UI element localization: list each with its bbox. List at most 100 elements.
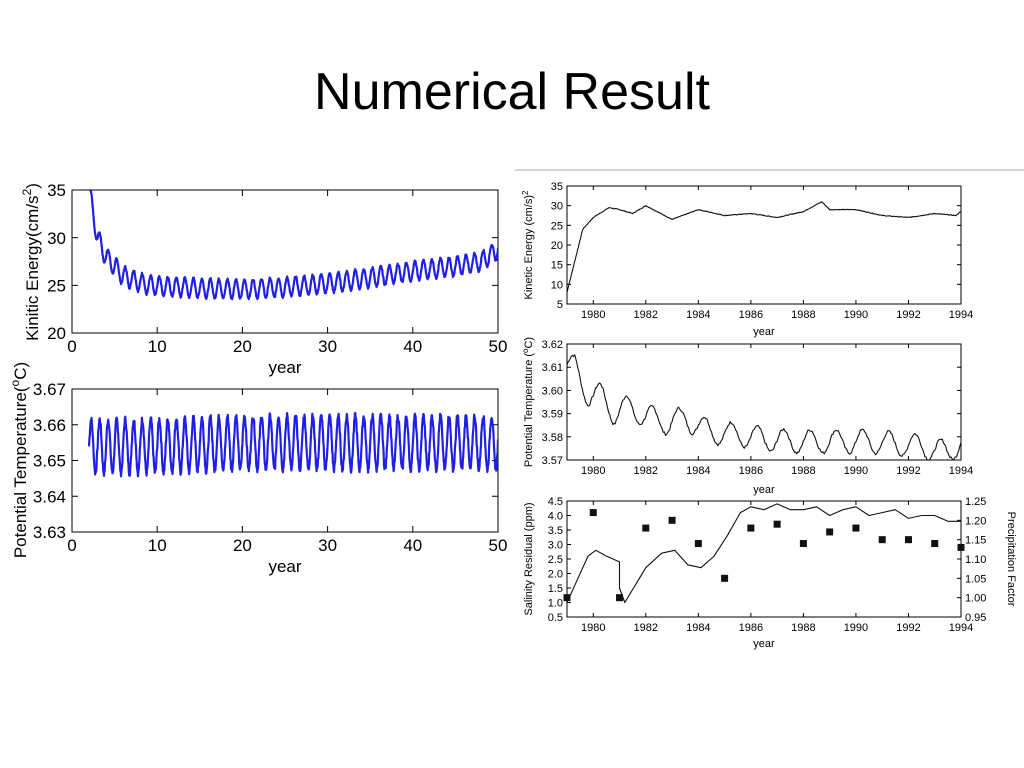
scatter-point [616,594,624,602]
y-tick-label: 3.61 [542,362,563,374]
y-tick-label: 20 [47,324,66,343]
x-tick-label: 1984 [686,622,710,634]
slide-title: Numerical Result [314,63,710,121]
y-right-tick-label: 0.95 [965,612,986,624]
x-tick-label: 1986 [739,465,763,477]
x-tick-label: 1992 [896,465,920,477]
x-tick-label: 1990 [844,465,868,477]
x-tick-label: 1984 [686,309,710,321]
x-tick-label: 1984 [686,465,710,477]
x-tick-label: 1994 [949,622,973,634]
series-line-0 [567,354,961,460]
y-tick-label: 25 [47,276,66,295]
x-tick-label: 20 [233,536,252,555]
x-tick-label: 40 [403,337,422,356]
x-tick-label: 1990 [844,622,868,634]
x-axis-label: year [268,358,301,377]
x-axis-label: year [753,484,775,496]
y-tick-label: 25 [551,220,563,232]
y-tick-label: 4.0 [548,510,563,522]
scatter-point [826,528,834,536]
y-tick-label: 3.64 [33,487,66,506]
x-axis-label: year [753,326,775,338]
y-axis-label: Potential Temperature (oC) [521,337,536,467]
y-axis-label: Kinetic Energy (cm/s)2 [521,190,536,300]
x-tick-label: 1986 [739,309,763,321]
scatter-point [852,524,860,532]
scatter-point [957,543,965,551]
y-tick-label: 0.5 [548,612,563,624]
chart-sal-right: 1980 1982 1984 1986 1988 1990 1992 1994 0.5 1.0 1.… [523,496,1017,650]
plot-frame [566,185,962,305]
scatter-point [721,574,729,582]
x-tick-label: 1982 [634,622,658,634]
chart-ke-left: 0 10 20 30 40 50 20 25 30 35 year Kinitic Energy(cm… [20,181,507,377]
x-tick-label: 1992 [896,622,920,634]
x-tick-label: 1980 [581,622,605,634]
y-tick-label: 3.59 [542,409,563,421]
plot-frame [71,189,499,334]
x-tick-label: 1994 [949,309,973,321]
x-tick-label: 1980 [581,309,605,321]
scatter-point [747,524,755,532]
x-tick-label: 1980 [581,465,605,477]
y-tick-label: 2.0 [548,568,563,580]
y-right-tick-label: 1.25 [965,496,986,508]
x-tick-label: 1990 [844,309,868,321]
scatter-point [878,536,886,544]
y-tick-label: 2.5 [548,554,563,566]
y-tick-label: 30 [551,201,563,213]
y-tick-label: 10 [551,279,563,291]
y-tick-label: 1.5 [548,583,563,595]
scatter-point [694,540,702,548]
y-tick-label: 3.58 [542,432,563,444]
scatter-point [642,524,650,532]
x-tick-label: 1986 [739,622,763,634]
x-tick-label: 1992 [896,309,920,321]
y-tick-label: 1.0 [548,597,563,609]
scatter-point [589,509,597,517]
x-tick-label: 1982 [634,309,658,321]
x-tick-label: 1988 [791,465,815,477]
x-tick-label: 20 [233,337,252,356]
x-tick-label: 1982 [634,465,658,477]
x-tick-label: 1988 [791,622,815,634]
y-tick-label: 30 [47,229,66,248]
series-line-0 [567,201,961,293]
plot-frame [566,343,962,461]
y-tick-label: 3.66 [33,416,66,435]
y-right-axis-label: Precipitation Factor [1005,512,1017,607]
x-tick-label: 50 [489,536,508,555]
chart-pt-left: 0 10 20 30 40 50 3.63 3.64 3.65 3.66 3.67 year Poten… [8,362,507,576]
series-line-0 [567,503,961,604]
x-tick-label: 50 [489,337,508,356]
x-tick-label: 1994 [949,465,973,477]
y-tick-label: 3.63 [33,523,66,542]
y-tick-label: 15 [551,260,563,272]
scatter-point [563,594,571,602]
y-axis-label: Salinity Residual (ppm) [523,502,535,615]
x-tick-label: 10 [148,536,167,555]
y-tick-label: 35 [47,181,66,200]
scatter-point [799,540,807,548]
x-tick-label: 0 [67,337,76,356]
y-axis-label: Potential Temperature(oC) [8,362,30,558]
y-right-tick-label: 1.05 [965,573,986,585]
y-right-tick-label: 1.00 [965,593,986,605]
x-tick-label: 40 [403,536,422,555]
x-tick-label: 0 [67,536,76,555]
x-axis-label: year [753,638,775,650]
y-tick-label: 3.65 [33,452,66,471]
y-right-tick-label: 1.10 [965,554,986,566]
series-line-0 [88,190,498,301]
y-tick-label: 35 [551,181,563,193]
y-tick-label: 3.5 [548,525,563,537]
y-tick-label: 5 [557,299,563,311]
y-tick-label: 3.57 [542,455,563,467]
series-line-0 [87,411,498,478]
x-tick-label: 10 [148,337,167,356]
x-tick-label: 30 [318,536,337,555]
y-right-tick-label: 1.15 [965,535,986,547]
x-axis-label: year [268,557,301,576]
